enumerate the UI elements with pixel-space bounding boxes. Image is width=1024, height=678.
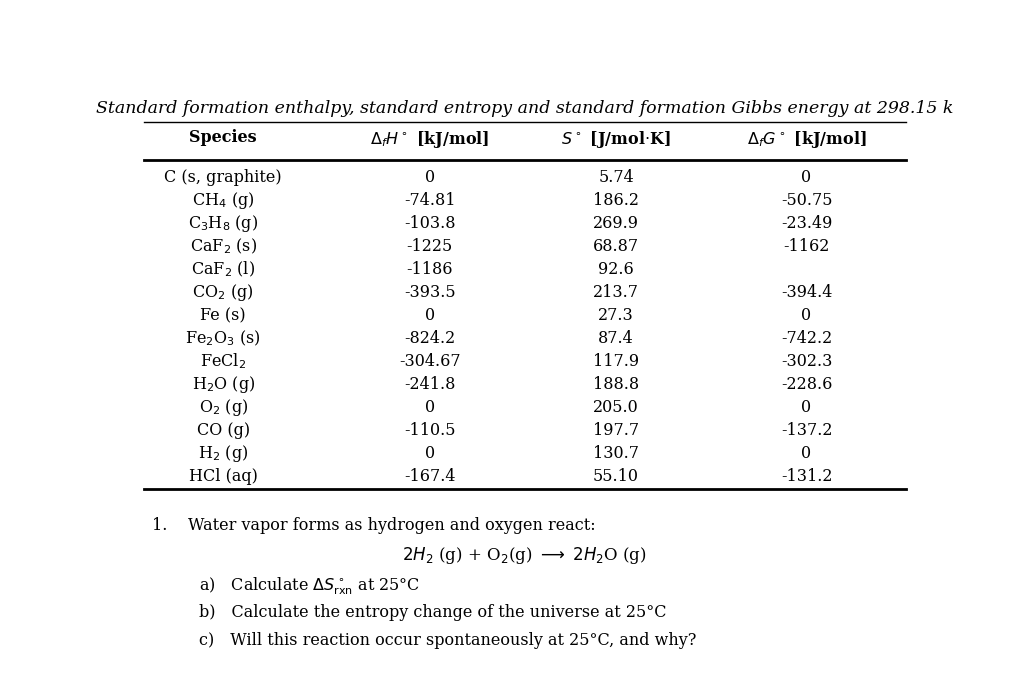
Text: -1186: -1186 [407,261,453,278]
Text: 55.10: 55.10 [593,468,639,485]
Text: -393.5: -393.5 [403,284,456,301]
Text: H$_2$O (g): H$_2$O (g) [191,374,255,395]
Text: -824.2: -824.2 [403,330,456,347]
Text: c) Will this reaction occur spontaneously at 25°C, and why?: c) Will this reaction occur spontaneousl… [200,633,696,650]
Text: -228.6: -228.6 [781,376,833,393]
Text: 130.7: 130.7 [593,445,639,462]
Text: Fe$_2$O$_3$ (s): Fe$_2$O$_3$ (s) [185,329,261,348]
Text: 0: 0 [802,307,812,324]
Text: -137.2: -137.2 [780,422,833,439]
Text: 0: 0 [802,445,812,462]
Text: CaF$_2$ (l): CaF$_2$ (l) [191,260,255,279]
Text: -302.3: -302.3 [781,353,833,370]
Text: CaF$_2$ (s): CaF$_2$ (s) [189,237,257,256]
Text: C (s, graphite): C (s, graphite) [165,170,282,186]
Text: -23.49: -23.49 [781,215,833,232]
Text: 27.3: 27.3 [598,307,634,324]
Text: 0: 0 [425,170,434,186]
Text: -131.2: -131.2 [780,468,833,485]
Text: a) Calculate $\Delta S^\circ_{\mathrm{rxn}}$ at 25°C: a) Calculate $\Delta S^\circ_{\mathrm{rx… [200,576,421,597]
Text: HCl (aq): HCl (aq) [188,468,258,485]
Text: 205.0: 205.0 [593,399,639,416]
Text: -103.8: -103.8 [403,215,456,232]
Text: 5.74: 5.74 [598,170,634,186]
Text: -50.75: -50.75 [780,192,833,210]
Text: CO$_2$ (g): CO$_2$ (g) [193,282,254,303]
Text: C$_3$H$_8$ (g): C$_3$H$_8$ (g) [188,213,258,234]
Text: FeCl$_2$: FeCl$_2$ [201,352,246,372]
Text: O$_2$ (g): O$_2$ (g) [199,397,248,418]
Text: 0: 0 [802,399,812,416]
Text: $\Delta_f G^\circ$ [kJ/mol]: $\Delta_f G^\circ$ [kJ/mol] [746,129,866,151]
Text: -742.2: -742.2 [781,330,833,347]
Text: -304.67: -304.67 [398,353,461,370]
Text: 213.7: 213.7 [593,284,639,301]
Text: Water vapor forms as hydrogen and oxygen react:: Water vapor forms as hydrogen and oxygen… [187,517,595,534]
Text: 197.7: 197.7 [593,422,639,439]
Text: 188.8: 188.8 [593,376,639,393]
Text: 269.9: 269.9 [593,215,639,232]
Text: -110.5: -110.5 [403,422,456,439]
Text: CH$_4$ (g): CH$_4$ (g) [191,191,255,212]
Text: 0: 0 [802,170,812,186]
Text: 0: 0 [425,445,434,462]
Text: $S^\circ$ [J/mol$\cdot$K]: $S^\circ$ [J/mol$\cdot$K] [561,129,671,151]
Text: -1162: -1162 [783,238,829,255]
Text: Species: Species [189,129,257,146]
Text: b) Calculate the entropy change of the universe at 25°C: b) Calculate the entropy change of the u… [200,604,667,621]
Text: 0: 0 [425,399,434,416]
Text: Fe (s): Fe (s) [201,307,246,324]
Text: -394.4: -394.4 [781,284,833,301]
Text: $\Delta_f H^\circ$ [kJ/mol]: $\Delta_f H^\circ$ [kJ/mol] [370,129,489,151]
Text: 117.9: 117.9 [593,353,639,370]
Text: -241.8: -241.8 [403,376,456,393]
Text: 186.2: 186.2 [593,192,639,210]
Text: Standard formation enthalpy, standard entropy and standard formation Gibbs energ: Standard formation enthalpy, standard en… [96,100,953,117]
Text: CO (g): CO (g) [197,422,250,439]
Text: $2H_2$ (g) + O$_2$(g) $\longrightarrow$ $2H_2$O (g): $2H_2$ (g) + O$_2$(g) $\longrightarrow$ … [402,544,647,565]
Text: -74.81: -74.81 [403,192,456,210]
Text: 92.6: 92.6 [598,261,634,278]
Text: -167.4: -167.4 [403,468,456,485]
Text: H$_2$ (g): H$_2$ (g) [198,443,249,464]
Text: 1.: 1. [152,517,167,534]
Text: -1225: -1225 [407,238,453,255]
Text: 0: 0 [425,307,434,324]
Text: 87.4: 87.4 [598,330,634,347]
Text: 68.87: 68.87 [593,238,639,255]
